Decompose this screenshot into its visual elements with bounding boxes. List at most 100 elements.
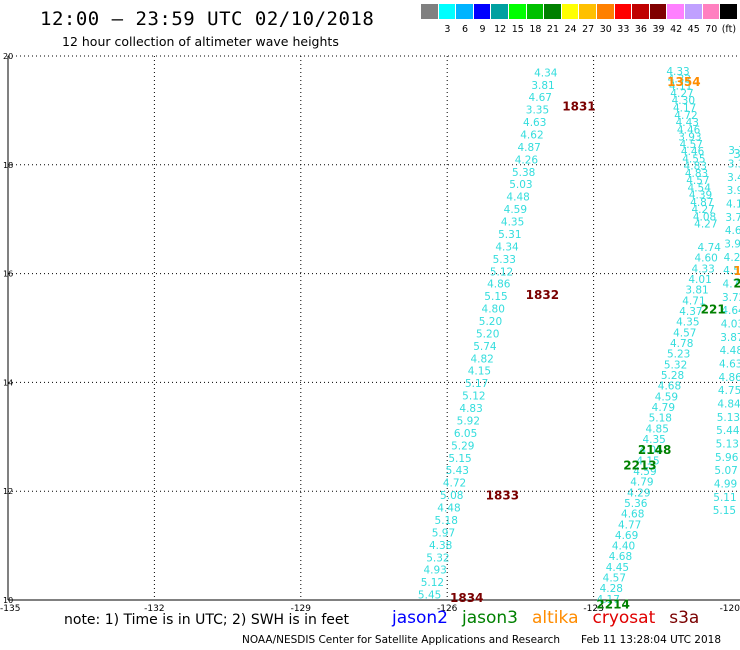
- swh-value: 4.87: [517, 142, 540, 154]
- time-label: 1834: [450, 591, 483, 605]
- color-scale-label: 33: [617, 24, 630, 35]
- swh-value: 4.33: [691, 263, 714, 275]
- time-label: 1833: [486, 489, 519, 503]
- swh-value: 4.72: [674, 110, 697, 122]
- y-tick-label: 16: [3, 270, 13, 279]
- color-swatch: [491, 4, 509, 19]
- swh-value: 4.46: [681, 146, 705, 158]
- swh-value: 4.46: [677, 124, 701, 136]
- swh-value: 5.31: [498, 229, 521, 241]
- legend-jason2: jason2: [392, 608, 448, 628]
- swh-value: 5.74: [473, 341, 497, 353]
- color-swatch: [632, 4, 650, 19]
- swh-value: 5.97: [432, 527, 455, 539]
- swh-value: 4.01: [688, 274, 711, 286]
- swh-value: 5.43: [446, 465, 469, 477]
- swh-value: 4.68: [658, 381, 681, 393]
- swh-value: 4.59: [504, 204, 527, 216]
- swh-value: 4.84: [717, 399, 740, 411]
- swh-value: 4.69: [615, 530, 638, 542]
- y-tick-label: 18: [3, 161, 13, 170]
- swh-value: 4.29: [627, 487, 650, 499]
- swh-value: 4.57: [673, 327, 696, 339]
- color-swatch: [667, 4, 685, 19]
- color-scale-label: 3: [444, 24, 451, 35]
- swh-value: 4.75: [718, 385, 740, 397]
- color-swatch: [702, 4, 721, 19]
- color-scale-label: 39: [652, 24, 665, 35]
- swh-value: 5.96: [715, 452, 739, 464]
- color-scale-cell: 6: [456, 4, 474, 35]
- color-scale-label: 15: [511, 24, 524, 35]
- color-scale-label: (ft): [721, 24, 737, 35]
- swh-value: 5.33: [493, 254, 516, 266]
- color-scale-label: 6: [461, 24, 468, 35]
- swh-value: 4.35: [642, 434, 665, 446]
- x-tick-label: -129: [291, 604, 312, 614]
- swh-value: 3.81: [685, 285, 708, 297]
- swh-value: 5.03: [509, 179, 532, 191]
- time-label: 1831: [562, 100, 595, 114]
- swh-value: 4.45: [606, 562, 629, 574]
- legend-cryosat: cryosat: [592, 608, 656, 628]
- color-swatch: [720, 4, 738, 19]
- swh-value: 4.72: [443, 478, 466, 490]
- x-tick-label: -126: [437, 604, 458, 614]
- color-scale-cell: 15: [508, 4, 527, 35]
- swh-value: 4.54: [688, 182, 712, 194]
- swh-value: 3.81: [531, 80, 554, 92]
- color-scale-cell: 42: [667, 4, 685, 35]
- swh-value: 4.35: [501, 217, 524, 229]
- color-scale-cell: 3: [438, 4, 457, 35]
- y-tick-label: 20: [3, 52, 13, 61]
- y-tick-label: 10: [3, 596, 13, 605]
- color-scale-label: 45: [687, 24, 700, 35]
- swh-value: 4.27: [694, 219, 717, 231]
- note-text: note: 1) Time is in UTC; 2) SWH is in fe…: [64, 612, 350, 628]
- swh-value: 4.30: [672, 95, 695, 107]
- swh-value: 5.08: [440, 490, 463, 502]
- swh-value: 4.64: [721, 305, 740, 317]
- color-swatch: [684, 4, 703, 19]
- color-scale-cell: 18: [526, 4, 545, 35]
- color-swatch: [421, 4, 439, 19]
- color-swatch: [456, 4, 474, 19]
- swh-value: 3.35: [526, 105, 549, 117]
- swh-value: 5.12: [421, 577, 444, 589]
- swh-value: 4.55: [682, 153, 705, 165]
- swh-value: 4.28: [600, 583, 623, 595]
- swh-value: 3.93: [727, 185, 740, 197]
- swh-value: 4.83: [684, 161, 707, 173]
- swh-value: 5.12: [462, 391, 485, 403]
- x-tick-label: -135: [0, 604, 20, 614]
- time-label: 2: [733, 276, 740, 290]
- color-swatch: [649, 4, 668, 19]
- color-swatch: [614, 4, 633, 19]
- swh-value: 5.38: [512, 167, 535, 179]
- swh-value: 5.29: [451, 440, 474, 452]
- swh-value: 4.38: [429, 540, 452, 552]
- swh-value: 3.75: [725, 212, 740, 224]
- swh-value: 3.72: [722, 292, 740, 304]
- time-label: 2148: [638, 443, 671, 457]
- color-scale-cell: 39: [649, 4, 668, 35]
- color-scale-cell: 30: [596, 4, 615, 35]
- swh-value: 4.12: [726, 198, 740, 210]
- color-scale-label: 36: [634, 24, 647, 35]
- swh-value: 4.93: [423, 565, 446, 577]
- chart-subtitle: 12 hour collection of altimeter wave hei…: [62, 34, 339, 49]
- color-scale-cell: [421, 4, 439, 35]
- swh-value: 3.40: [727, 172, 740, 184]
- swh-value: 5.45: [418, 590, 441, 602]
- swh-value: 5.17: [465, 378, 488, 390]
- swh-value: 5.28: [661, 370, 684, 382]
- time-label: 1: [733, 264, 740, 278]
- swh-value: 5.13: [717, 412, 740, 424]
- time-label: 1354: [667, 75, 700, 89]
- swh-value: 4.59: [633, 466, 656, 478]
- color-scale-label: 21: [546, 24, 559, 35]
- swh-value: 5.15: [484, 291, 507, 303]
- swh-value: 4.17: [673, 102, 696, 114]
